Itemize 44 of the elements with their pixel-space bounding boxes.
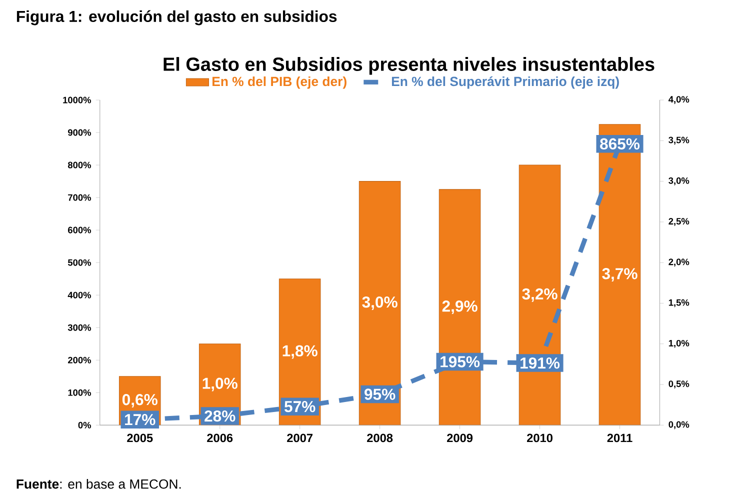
y-tick-label: 300%	[68, 324, 92, 331]
x-tick-label: 2006	[207, 434, 233, 442]
data-label: 3,0%	[362, 296, 398, 310]
x-tick-label: 2010	[527, 434, 552, 442]
data-label: 1,0%	[202, 378, 238, 392]
y2-tick-label: 2,5%	[668, 218, 690, 226]
y-tick-label: 100%	[68, 389, 92, 396]
data-label: 1,8%	[282, 345, 318, 359]
y-tick-label: 800%	[68, 162, 92, 168]
data-label: 3,7%	[602, 268, 638, 282]
data-label: 195%	[440, 356, 480, 368]
y-tick-label: 600%	[68, 226, 92, 234]
y2-tick-label: 2,0%	[668, 258, 690, 267]
y2-tick-label: 1,0%	[668, 340, 690, 348]
legend-label: En % del PIB (eje der)	[212, 76, 346, 89]
y2-tick-label: 4,0%	[668, 96, 690, 104]
y2-tick-label: 1,5%	[668, 299, 690, 308]
data-label: 0,6%	[122, 394, 158, 408]
chart-subtitle: El Gasto en Subsidios presenta niveles insustentables	[164, 57, 654, 75]
y-tick-label: 700%	[68, 194, 92, 201]
x-tick-label: 2008	[367, 434, 393, 442]
y-tick-label: 1000%	[63, 96, 92, 104]
data-label: 865%	[600, 138, 640, 150]
x-tick-label: 2005	[127, 434, 153, 442]
data-label: 3,2%	[522, 288, 558, 302]
x-tick-label: 2007	[287, 434, 313, 442]
text: Fuente: en base a MECON.	[16, 479, 181, 489]
y2-tick-label: 0,0%	[668, 421, 690, 430]
x-tick-label: 2009	[447, 434, 473, 442]
y-tick-label: 0%	[78, 422, 92, 428]
x-tick-label: 2011	[607, 434, 632, 442]
legend-label: En % del Superávit Primario (eje izq)	[392, 76, 619, 89]
y2-tick-label: 0,5%	[668, 380, 690, 388]
bar	[278, 278, 321, 426]
y2-tick-label: 3,0%	[668, 177, 690, 186]
y-tick-label: 400%	[68, 292, 92, 298]
data-label: 2,9%	[442, 300, 478, 314]
y2-tick-label: 3,5%	[668, 136, 690, 145]
data-label: 191%	[520, 357, 560, 369]
y-tick-label: 200%	[68, 356, 92, 364]
chart-title: Figura 1: evolución del gasto en subsidios	[16, 10, 337, 26]
bar	[358, 181, 401, 426]
y-tick-label: 900%	[68, 129, 92, 136]
y-tick-label: 500%	[68, 259, 92, 266]
